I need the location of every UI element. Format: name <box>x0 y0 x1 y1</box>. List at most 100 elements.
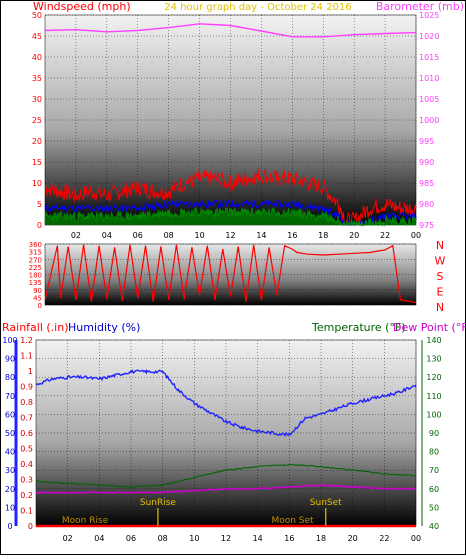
temp-tick-label: 120 <box>426 373 441 382</box>
temp-tick-label: 60 <box>429 485 439 494</box>
temp-tick-label: 90 <box>429 429 439 438</box>
event-label: SunSet <box>310 498 342 508</box>
humidity-tick-label: 0 <box>7 522 12 531</box>
wind-x-tick-label: 16 <box>287 231 297 240</box>
wind-left-tick-label: 10 <box>32 179 42 188</box>
barometer-line <box>44 23 417 38</box>
temp-tick-label: 140 <box>426 336 441 345</box>
rain-tick-label: 0.5 <box>20 445 33 454</box>
wind-left-tick-label: 15 <box>32 158 42 167</box>
wind-left-tick-label: 50 <box>32 11 42 20</box>
atmos-x-tick-label: 20 <box>348 534 358 543</box>
humidity-tick-label: 10 <box>5 503 15 512</box>
event-label: SunRise <box>140 498 177 508</box>
atmos-x-tick-label: 00 <box>411 534 421 543</box>
series-layer <box>35 23 417 528</box>
compass-label: S <box>437 270 444 283</box>
rain-tick-label: 0 <box>28 522 33 531</box>
atmos-x-tick-label: 22 <box>379 534 389 543</box>
wind-left-tick-label: 45 <box>32 32 42 41</box>
rain-tick-label: 0.8 <box>20 398 33 407</box>
barometer-tick-label: 995 <box>419 137 434 146</box>
direction-gridlines <box>45 243 416 306</box>
barometer-tick-label: 1005 <box>419 95 439 104</box>
wind-x-tick-label: 14 <box>256 231 266 240</box>
wind-x-tick-label: 06 <box>133 231 143 240</box>
wind-x-tick-label: 22 <box>380 231 390 240</box>
humidity-title: Humidity (%) <box>68 321 140 334</box>
wind-x-tick-label: 04 <box>102 231 112 240</box>
temp-tick-label: 70 <box>429 466 439 475</box>
wind-left-tick-label: 35 <box>32 74 42 83</box>
wind-x-tick-label: 02 <box>71 231 81 240</box>
compass-label: E <box>437 286 444 299</box>
atmos-x-tick-label: 14 <box>253 534 263 543</box>
humidity-tick-label: 100 <box>2 336 17 345</box>
temp-tick-label: 110 <box>426 392 441 401</box>
wind-low-area <box>45 207 416 225</box>
humidity-tick-label: 80 <box>5 373 15 382</box>
dir-tick-label: 135 <box>29 279 42 287</box>
rain-tick-label: 1.1 <box>20 352 33 361</box>
barometer-tick-label: 990 <box>419 158 434 167</box>
atmos-x-tick-label: 02 <box>63 534 73 543</box>
atmos-x-tick-label: 16 <box>284 534 294 543</box>
atmos-x-tick-label: 10 <box>189 534 199 543</box>
dir-tick-label: 45 <box>33 294 42 302</box>
graph-day-title: 24 hour graph day - October 24 2016 <box>164 2 351 13</box>
barometer-tick-label: 1000 <box>419 116 439 125</box>
axes-layer: 0510152025303540455097598098599099510001… <box>2 11 445 543</box>
atmos-x-tick-label: 12 <box>221 534 231 543</box>
humidity-tick-label: 40 <box>5 448 15 457</box>
dir-tick-label: 360 <box>29 241 42 249</box>
compass-label: W <box>435 255 446 268</box>
barometer-tick-label: 1025 <box>419 11 439 20</box>
compass-label: N <box>436 239 444 252</box>
wind-left-tick-label: 40 <box>32 53 42 62</box>
rain-tick-label: 0.2 <box>20 491 33 500</box>
rainfall-title: Rainfall (.in) <box>2 321 69 334</box>
barometer-tick-label: 1015 <box>419 53 439 62</box>
gust-line <box>44 167 417 227</box>
temp-tick-label: 130 <box>426 355 441 364</box>
dir-tick-label: 225 <box>29 264 42 272</box>
dir-tick-label: 270 <box>29 256 42 264</box>
rain-tick-label: 0.7 <box>20 414 33 423</box>
barometer-tick-label: 1010 <box>419 74 439 83</box>
rain-tick-label: 0.6 <box>20 429 33 438</box>
humidity-line <box>35 369 417 437</box>
temp-tick-label: 100 <box>426 410 441 419</box>
windspeed-title: Windspeed (mph) <box>33 0 131 13</box>
rain-tick-label: 0.3 <box>20 476 33 485</box>
humidity-tick-label: 90 <box>5 355 15 364</box>
temperature-title: Temperature (°F) <box>311 321 406 334</box>
event-label: Moon Set <box>271 516 314 526</box>
humidity-tick-label: 50 <box>5 429 15 438</box>
dir-tick-label: 90 <box>33 287 42 295</box>
dir-tick-label: 180 <box>29 272 42 280</box>
rain-tick-label: 1.2 <box>20 336 33 345</box>
barometer-tick-label: 985 <box>419 179 434 188</box>
wind-x-tick-label: 08 <box>164 231 174 240</box>
wind-left-tick-label: 0 <box>37 221 42 230</box>
temperature-line <box>36 463 417 489</box>
humidity-tick-label: 60 <box>5 410 15 419</box>
wind-x-tick-label: 18 <box>318 231 328 240</box>
wind-x-tick-label: 12 <box>225 231 235 240</box>
dir-tick-label: 315 <box>29 249 42 257</box>
wind-left-tick-label: 20 <box>32 137 42 146</box>
wind-gridlines <box>45 14 417 226</box>
rain-tick-label: 0.9 <box>20 383 33 392</box>
wind-direction-line <box>44 244 417 304</box>
rain-tick-label: 0.4 <box>20 460 33 469</box>
temp-tick-label: 50 <box>429 503 439 512</box>
dewpoint-line <box>35 483 417 494</box>
compass-label: N <box>436 301 444 314</box>
wind-x-tick-label: 10 <box>194 231 204 240</box>
wind-left-tick-label: 5 <box>37 200 42 209</box>
atmos-x-tick-label: 06 <box>126 534 136 543</box>
wind_low-line <box>44 206 417 227</box>
humidity-tick-label: 20 <box>5 485 15 494</box>
